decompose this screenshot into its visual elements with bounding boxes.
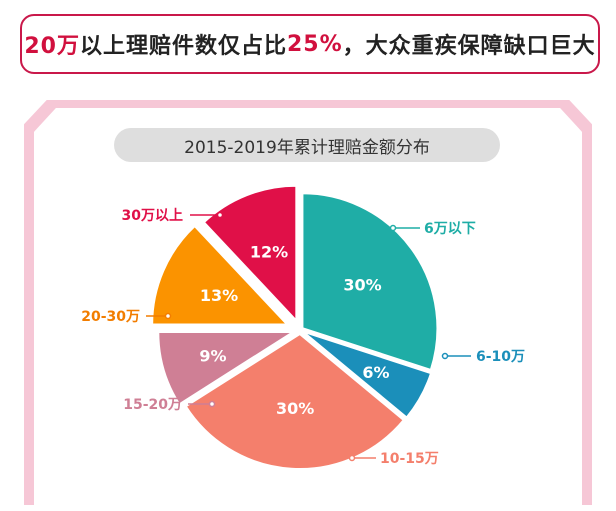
slice-category-label: 10-15万: [380, 451, 439, 467]
slice-value-label: 30%: [343, 276, 381, 295]
leader-dot: [441, 352, 449, 360]
slice-category-label: 6-10万: [476, 349, 525, 365]
headline-part2: 以上理赔件数仅占比: [79, 34, 287, 59]
slice-value-label: 9%: [199, 346, 226, 365]
headline-banner: 20万 以上理赔件数仅占比 25% ，大众重疾保障缺口巨大: [20, 14, 600, 74]
leader-dot: [208, 400, 216, 408]
slice-category-label: 15-20万: [123, 397, 182, 413]
leader-dot: [389, 224, 397, 232]
headline-part1: 20万: [24, 34, 80, 59]
headline-part4: ，大众重疾保障缺口巨大: [342, 34, 596, 59]
slice-category-label: 6万以下: [424, 221, 476, 237]
pie-slice-1: [301, 330, 433, 419]
leader-dot: [216, 211, 224, 219]
chart-title: 2015-2019年累计理赔金额分布: [114, 128, 500, 162]
slice-value-label: 13%: [200, 286, 238, 305]
pie-slice-2: [184, 332, 406, 470]
headline-part3: 25%: [286, 31, 343, 57]
slice-value-label: 6%: [362, 363, 389, 382]
leader-dot: [164, 312, 172, 320]
slice-category-label: 30万以上: [122, 208, 183, 224]
pie-slice-5: [202, 184, 298, 324]
pie-slice-0: [301, 192, 439, 372]
pie-slice-3: [157, 330, 297, 406]
slice-value-label: 30%: [276, 399, 314, 418]
slice-value-label: 12%: [250, 243, 288, 262]
slice-category-label: 20-30万: [81, 309, 140, 325]
leader-dot: [348, 454, 356, 462]
pie-slice-4: [151, 224, 290, 326]
